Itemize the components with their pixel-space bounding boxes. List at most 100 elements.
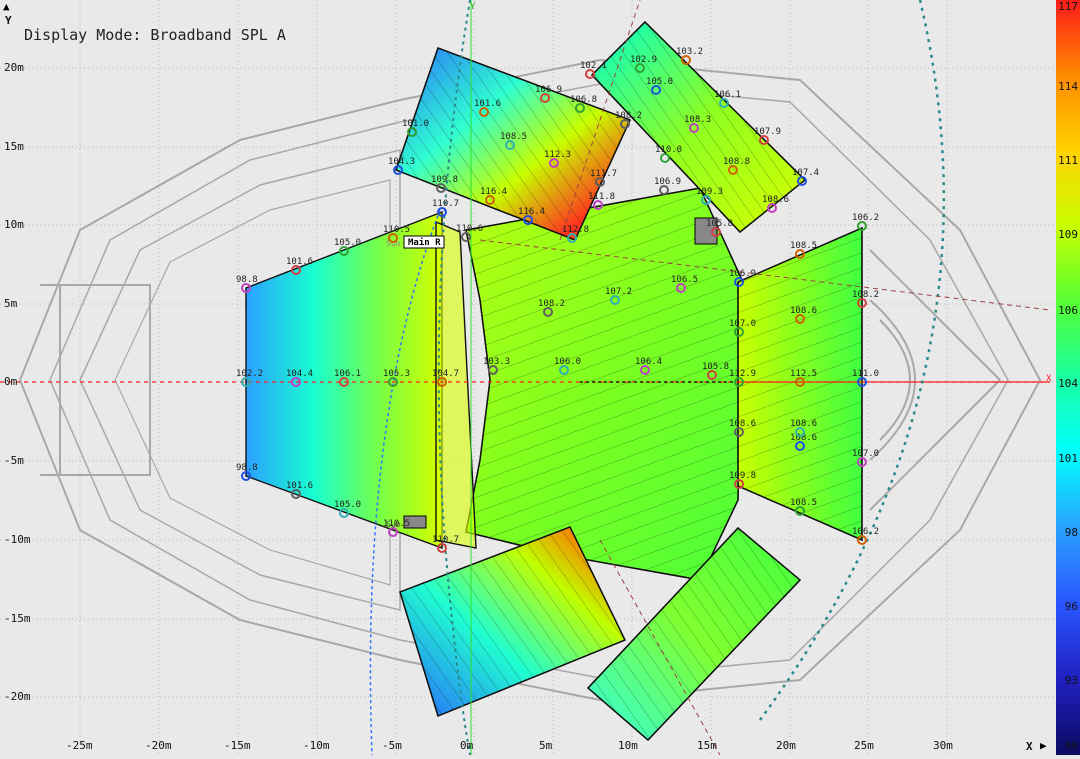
measurement-marker[interactable] [291, 489, 301, 499]
measurement-marker[interactable] [461, 232, 471, 242]
measurement-marker[interactable] [676, 283, 686, 293]
measurement-marker[interactable] [407, 127, 417, 137]
measurement-marker[interactable] [759, 135, 769, 145]
measurement-marker[interactable] [505, 140, 515, 150]
measurement-value: 98.8 [236, 463, 258, 473]
measurement-marker[interactable] [734, 427, 744, 437]
speakers[interactable]: Main R Sub Sub [386, 217, 718, 529]
measurement-value: 104.7 [432, 369, 459, 379]
measurement-marker[interactable] [707, 370, 717, 380]
measurement-marker[interactable] [734, 479, 744, 489]
measurement-value: 109.8 [729, 471, 756, 481]
speaker-main-r-label: Main R [408, 237, 441, 248]
measurement-marker[interactable] [479, 107, 489, 117]
measurement-marker[interactable] [388, 377, 398, 387]
measurement-marker[interactable] [767, 203, 777, 213]
measurement-marker[interactable] [689, 123, 699, 133]
measurement-marker[interactable] [795, 377, 805, 387]
x-tick-label: 0m [460, 739, 474, 752]
measurement-marker[interactable] [701, 195, 711, 205]
measurement-marker[interactable] [593, 200, 603, 210]
measurement-value: 107.0 [729, 319, 756, 329]
measurement-marker[interactable] [437, 377, 447, 387]
measurement-marker[interactable] [488, 365, 498, 375]
measurement-marker[interactable] [543, 307, 553, 317]
measurement-marker[interactable] [795, 441, 805, 451]
colorbar-label: 109 [1058, 228, 1078, 241]
measurement-marker[interactable] [795, 506, 805, 516]
measurement-marker[interactable] [485, 195, 495, 205]
measurement-marker[interactable] [728, 165, 738, 175]
measurement-value: 105.8 [706, 219, 733, 229]
measurement-marker[interactable] [559, 365, 569, 375]
measurement-marker[interactable] [640, 365, 650, 375]
measurement-marker[interactable] [393, 165, 403, 175]
measurement-marker[interactable] [857, 535, 867, 545]
measurement-marker[interactable] [734, 277, 744, 287]
measurement-marker[interactable] [549, 158, 559, 168]
measurement-marker[interactable] [339, 377, 349, 387]
measurement-marker[interactable] [567, 233, 577, 243]
measurement-marker[interactable] [291, 377, 301, 387]
colorbar-label: 106 [1058, 304, 1078, 317]
measurement-value: 104.4 [286, 369, 313, 379]
measurement-marker[interactable] [651, 85, 661, 95]
measurement-value: 106.2 [852, 213, 879, 223]
measurement-marker[interactable] [241, 471, 251, 481]
measurement-value: 106.9 [654, 177, 681, 187]
measurement-marker[interactable] [436, 183, 446, 193]
measurement-marker[interactable] [595, 177, 605, 187]
speaker-right [694, 217, 718, 245]
measurement-marker[interactable] [857, 457, 867, 467]
measurement-value: 106.5 [671, 275, 698, 285]
measurement-marker[interactable] [857, 221, 867, 231]
measurement-marker[interactable] [681, 55, 691, 65]
measurement-marker[interactable] [659, 185, 669, 195]
measurement-marker[interactable] [797, 176, 807, 186]
measurement-marker[interactable] [734, 327, 744, 337]
measurement-value: 108.3 [684, 115, 711, 125]
measurement-marker[interactable] [291, 265, 301, 275]
measurement-marker[interactable] [734, 377, 744, 387]
measurement-marker[interactable] [388, 233, 398, 243]
measurement-marker[interactable] [795, 314, 805, 324]
measurement-value: 112.8 [562, 225, 589, 235]
measurement-marker[interactable] [610, 295, 620, 305]
measurement-marker[interactable] [620, 119, 630, 129]
measurement-marker[interactable] [540, 93, 550, 103]
measurement-marker[interactable] [857, 377, 867, 387]
origin-x-label: X [1046, 374, 1052, 384]
measurement-points[interactable]: 98.8 101.6 105.0 110.5 110.7 110.6 102.2 104.4 1… [236, 47, 879, 553]
measurement-marker[interactable] [635, 63, 645, 73]
colorbar-label: 96 [1064, 600, 1078, 613]
measurement-marker[interactable] [719, 98, 729, 108]
measurement-marker[interactable] [241, 283, 251, 293]
colorbar-label: 101 [1058, 452, 1078, 465]
measurement-marker[interactable] [795, 249, 805, 259]
measurement-marker[interactable] [711, 227, 721, 237]
measurement-value: 108.5 [790, 498, 817, 508]
measurement-marker[interactable] [575, 103, 585, 113]
measurement-marker[interactable] [437, 543, 447, 553]
measurement-value: 112.3 [544, 150, 571, 160]
x-tick-label: -5m [382, 739, 402, 752]
measurement-marker[interactable] [660, 153, 670, 163]
measurement-value: 107.9 [754, 127, 781, 137]
measurement-marker[interactable] [585, 69, 595, 79]
x-tick-label: -25m [66, 739, 93, 752]
measurement-marker[interactable] [795, 427, 805, 437]
measurement-marker[interactable] [339, 246, 349, 256]
measurement-value: 110.7 [432, 199, 459, 209]
measurement-value: 108.8 [723, 157, 750, 167]
measurement-marker[interactable] [437, 207, 447, 217]
x-tick-label: 10m [618, 739, 638, 752]
measurement-value: 106.8 [570, 95, 597, 105]
measurement-marker[interactable] [339, 508, 349, 518]
measurement-marker[interactable] [241, 377, 251, 387]
spl-map-svg[interactable]: Main R Sub Sub 98.8 101.6 105.0 110.5 110.7 1… [0, 0, 1056, 756]
measurement-marker[interactable] [857, 298, 867, 308]
measurement-marker[interactable] [523, 215, 533, 225]
measurement-value: 116.4 [518, 207, 545, 217]
measurement-marker[interactable] [388, 527, 398, 537]
